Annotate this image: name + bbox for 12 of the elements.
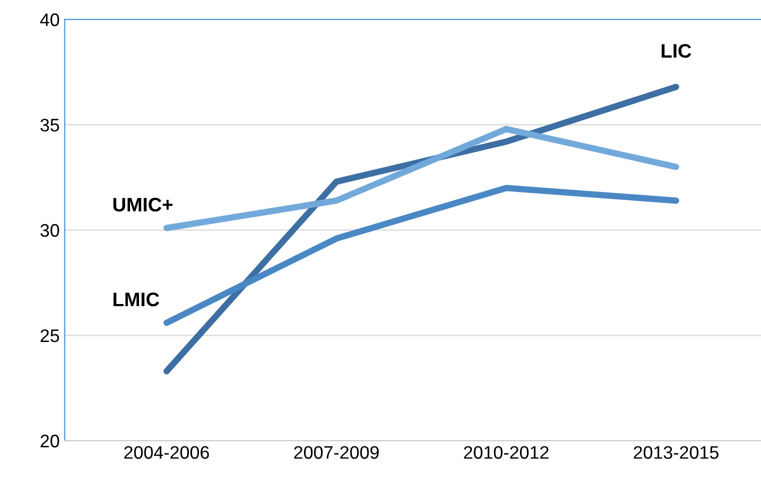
x-tick-label: 2010-2012 [464,446,549,459]
series-label: LIC [662,44,692,58]
y-tick-label: 20 [40,434,60,448]
series-label: LMIC [114,292,160,306]
x-tick-label: 2007-2009 [294,446,379,459]
x-tick-label: 2013-2015 [634,446,719,459]
series-label: UMIC+ [113,198,172,212]
y-tick-label: 30 [40,224,60,237]
y-tick-label: 35 [40,118,60,132]
y-tick-label: 40 [40,13,60,26]
y-tick-label: 25 [40,329,60,342]
x-tick-label: 2004-2006 [124,446,209,459]
